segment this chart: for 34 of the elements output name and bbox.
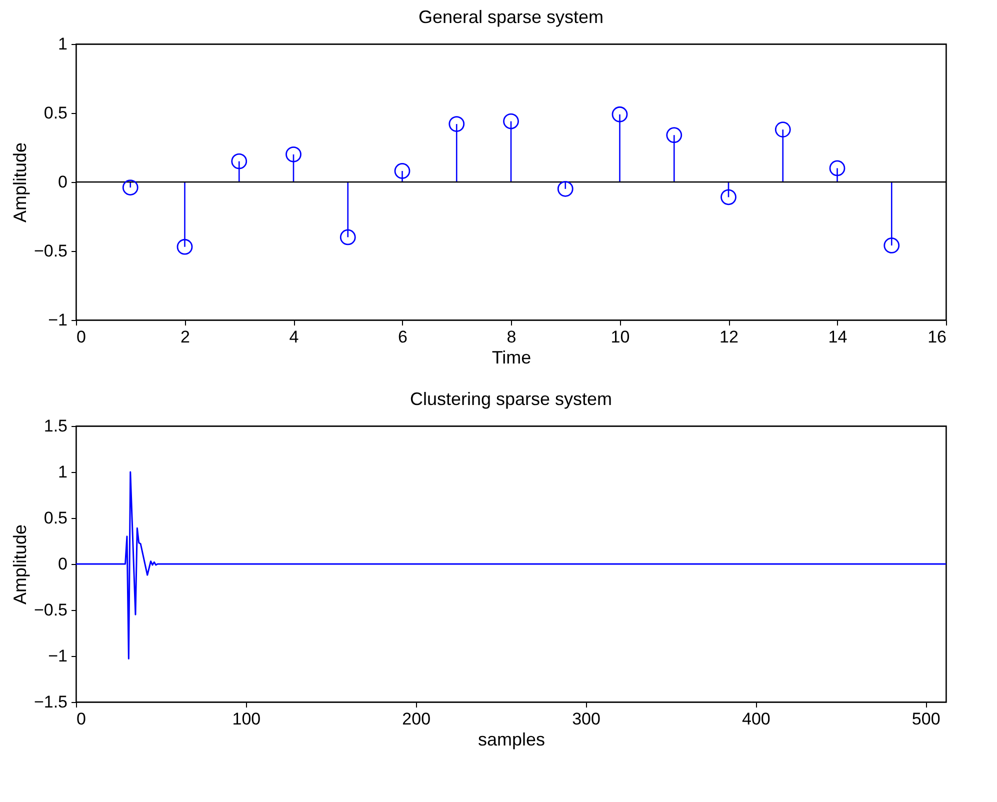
- y-tick-label: −1: [48, 310, 68, 330]
- y-tick-label: 1: [58, 462, 68, 482]
- line-series: [75, 471, 947, 660]
- y-axis-title: Amplitude: [10, 524, 30, 605]
- y-tick-label: −0.5: [34, 242, 68, 260]
- x-tick-label: 400: [742, 710, 770, 728]
- x-tick-label: 12: [720, 328, 738, 346]
- chart-title: General sparse system: [418, 7, 604, 27]
- y-tick-label: 0: [58, 554, 68, 574]
- x-tick-label: 200: [402, 710, 431, 728]
- y-tick-label: 0.5: [44, 508, 68, 528]
- y-tick-label: 1.5: [44, 416, 68, 436]
- x-axis-title: samples: [478, 730, 546, 750]
- x-tick-label: 100: [232, 710, 261, 728]
- x-tick-label: 8: [506, 328, 516, 346]
- y-axis-title: Amplitude: [10, 142, 30, 223]
- y-tick-label: −0.5: [34, 600, 68, 620]
- y-tick-label: 0: [58, 172, 68, 192]
- x-axis-title: Time: [492, 348, 532, 368]
- x-tick-label: 6: [398, 328, 408, 346]
- x-tick-label: 14: [828, 328, 848, 346]
- x-tick-label: 10: [610, 328, 630, 346]
- x-tick-label: 300: [572, 710, 600, 728]
- chart-title: Clustering sparse system: [410, 389, 612, 409]
- y-tick-label: −1.5: [34, 692, 68, 712]
- x-tick-label: 0: [76, 328, 86, 346]
- x-tick-label: 2: [180, 328, 190, 346]
- x-tick-label: 4: [289, 328, 299, 346]
- y-tick-label: −1: [48, 646, 68, 666]
- y-tick-label: 1: [58, 34, 68, 54]
- x-tick-label: 16: [928, 328, 946, 346]
- y-tick-label: 0.5: [44, 104, 68, 122]
- x-tick-label: 500: [912, 710, 940, 728]
- x-tick-label: 0: [76, 710, 86, 728]
